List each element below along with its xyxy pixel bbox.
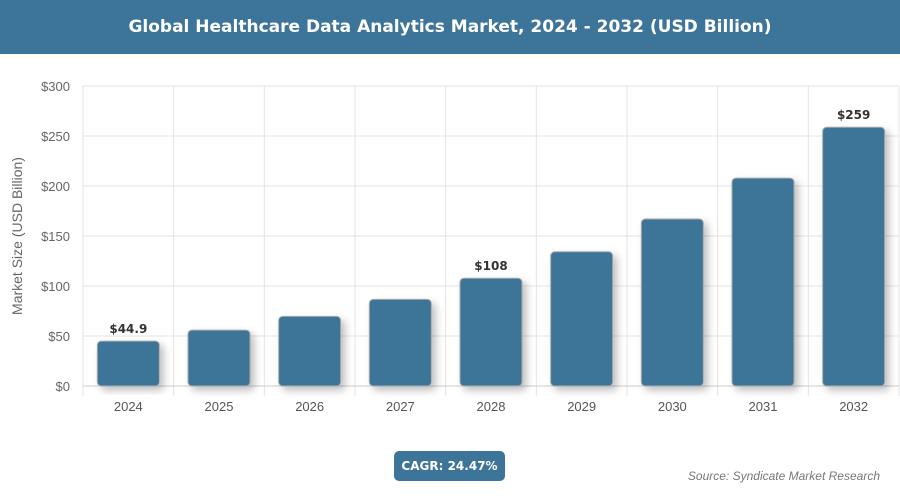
chart-title: Global Healthcare Data Analytics Market,… (0, 0, 900, 54)
bar-2028 (459, 277, 523, 387)
bar-chart: $0 $50 $100 $150 $200 $250 $300 2024 $44.9 2025 20… (9, 79, 900, 414)
x-tick-label: 2032 (839, 399, 868, 414)
bar-2024 (96, 340, 160, 387)
y-tick-label: $50 (48, 329, 70, 344)
x-tick-label: 2029 (567, 399, 596, 414)
bar-2026 (278, 315, 342, 387)
bar-2032 (822, 126, 886, 387)
bar-2025 (187, 329, 251, 387)
x-tick-label: 2025 (205, 399, 234, 414)
source-note: Source: Syndicate Market Research (687, 469, 880, 483)
x-tick-label: 2024 (114, 399, 143, 414)
x-tick-label: 2026 (295, 399, 324, 414)
y-axis-title: Market Size (USD Billion) (9, 157, 25, 315)
data-label: $259 (837, 108, 870, 122)
y-tick-label: $200 (41, 179, 70, 194)
x-tick-label: 2028 (477, 399, 506, 414)
cagr-badge: CAGR: 24.47% (394, 451, 505, 481)
y-tick-label: $0 (56, 379, 70, 394)
bar-2031 (731, 177, 795, 387)
y-tick-label: $150 (41, 229, 70, 244)
y-tick-label: $100 (41, 279, 70, 294)
data-label: $108 (474, 259, 507, 273)
x-tick-label: 2031 (749, 399, 778, 414)
x-tick-label: 2027 (386, 399, 415, 414)
data-label: $44.9 (109, 322, 147, 336)
y-tick-label: $250 (41, 129, 70, 144)
bar-2029 (550, 251, 614, 387)
x-tick-label: 2030 (658, 399, 687, 414)
bar-2030 (640, 218, 704, 387)
y-tick-label: $300 (41, 79, 70, 94)
bar-2027 (368, 298, 432, 387)
